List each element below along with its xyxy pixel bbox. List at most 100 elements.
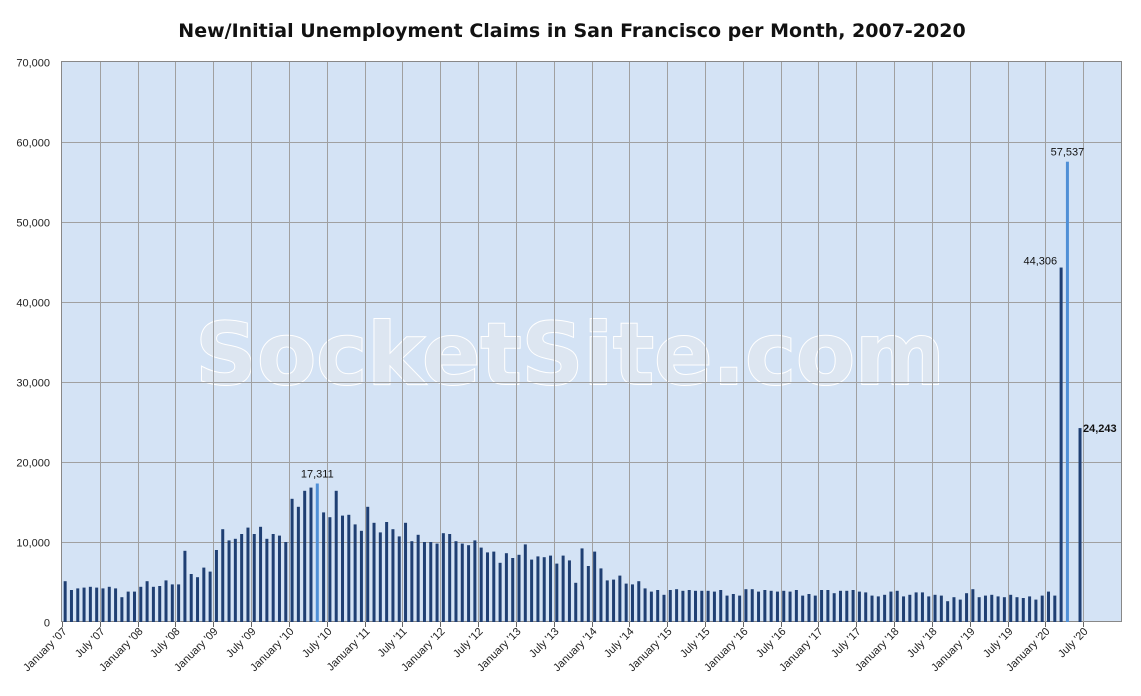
- bar: [479, 547, 483, 622]
- bar: [946, 601, 950, 622]
- bar: [895, 590, 899, 622]
- bar: [107, 586, 111, 622]
- x-tick-label: July '12: [451, 626, 486, 661]
- bar: [240, 534, 244, 622]
- bar: [498, 562, 502, 622]
- bar: [1009, 594, 1013, 622]
- x-tick-label: July '17: [829, 626, 864, 661]
- x-tick-label: July '20: [1056, 626, 1091, 661]
- x-tick-label: July '16: [754, 626, 789, 661]
- bar: [164, 580, 168, 622]
- bar: [630, 584, 634, 622]
- bar: [530, 559, 534, 622]
- bar: [132, 591, 136, 622]
- bar: [914, 592, 918, 622]
- bar: [681, 590, 685, 622]
- bar: [838, 590, 842, 622]
- bar: [473, 540, 477, 622]
- bar: [233, 538, 237, 622]
- bar: [158, 586, 162, 622]
- bar: [769, 590, 773, 622]
- bar: [605, 580, 609, 622]
- bar: [410, 541, 414, 622]
- x-tick-label: July '18: [905, 626, 940, 661]
- data-labels: 17,311 44,306 57,537 24,243: [301, 147, 1117, 481]
- bar: [567, 560, 571, 622]
- bar: [1047, 591, 1051, 622]
- bar: [359, 530, 363, 622]
- bar: [990, 594, 994, 622]
- bar: [782, 590, 786, 622]
- data-label: 44,306: [1023, 256, 1057, 268]
- bar: [227, 540, 231, 622]
- bar: [996, 596, 1000, 622]
- bar: [214, 550, 218, 622]
- bar: [593, 551, 597, 622]
- bar: [454, 541, 458, 622]
- bar: [334, 490, 338, 622]
- bar: [870, 595, 874, 622]
- bar: [183, 550, 187, 622]
- bar: [1040, 595, 1044, 622]
- y-tick-label: 30,000: [16, 378, 50, 390]
- bar: [1053, 595, 1057, 622]
- bar: [284, 542, 288, 622]
- data-label: 17,311: [301, 469, 334, 481]
- bar: [933, 594, 937, 622]
- bar: [694, 590, 698, 622]
- bar: [95, 587, 99, 622]
- bar: [271, 534, 275, 622]
- bar: [719, 590, 723, 622]
- x-tick-label: July '07: [73, 626, 108, 661]
- data-label: 57,537: [1051, 147, 1085, 159]
- bar: [492, 551, 496, 622]
- plot-area: [61, 61, 1122, 622]
- bar: [145, 581, 149, 622]
- y-axis: 0 10,000 20,000 30,000 40,000 50,000 60,000 70,…: [16, 58, 50, 630]
- watermark: SocketSite.com: [195, 305, 945, 405]
- bar: [725, 595, 729, 622]
- bar: [612, 579, 616, 622]
- bar: [504, 553, 508, 622]
- bar: [397, 536, 401, 622]
- bar: [757, 591, 761, 622]
- bar: [775, 591, 779, 622]
- bar: [63, 581, 67, 622]
- bar: [649, 591, 653, 622]
- y-tick-label: 0: [44, 618, 50, 630]
- bar-series: [63, 161, 1082, 622]
- bar: [788, 591, 792, 622]
- bar: [549, 555, 553, 622]
- x-tick-label: July '13: [527, 626, 562, 661]
- bar: [1028, 596, 1032, 622]
- bar: [385, 522, 389, 622]
- bar: [101, 588, 105, 622]
- bar: [448, 534, 452, 622]
- bar: [687, 590, 691, 622]
- bar: [832, 593, 836, 622]
- bar: [467, 545, 471, 622]
- bar: [441, 533, 445, 622]
- bar: [252, 534, 256, 622]
- bar: [750, 589, 754, 622]
- y-tick-label: 40,000: [16, 298, 50, 310]
- bar: [637, 581, 641, 622]
- chart-title: New/Initial Unemployment Claims in San F…: [178, 20, 965, 42]
- bar: [807, 594, 811, 622]
- bar: [347, 514, 351, 622]
- bar: [177, 584, 181, 622]
- bar: [624, 583, 628, 622]
- bar: [69, 590, 73, 622]
- bar: [341, 515, 345, 622]
- y-tick-label: 20,000: [16, 458, 50, 470]
- bar: [1021, 598, 1025, 622]
- bar: [202, 567, 206, 622]
- gridlines: [62, 62, 1121, 622]
- bar: [555, 563, 559, 622]
- bar: [378, 532, 382, 622]
- bar: [82, 587, 86, 622]
- bar: [656, 590, 660, 622]
- bar: [958, 599, 962, 622]
